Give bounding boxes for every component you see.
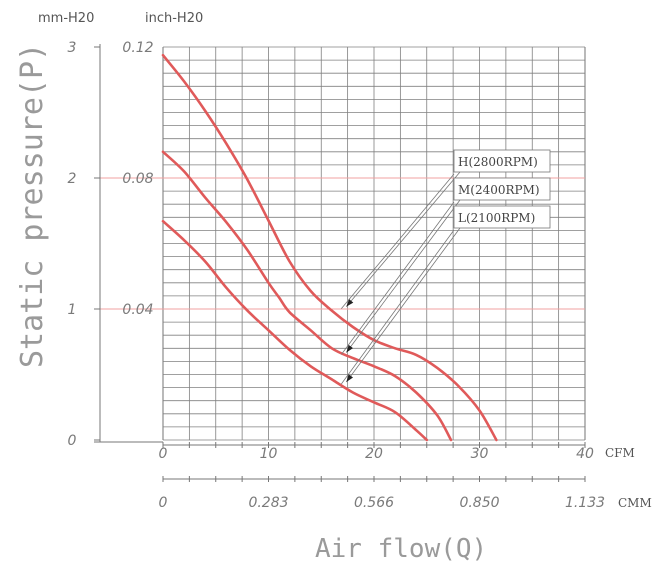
callout-leader-line [341,229,455,385]
y-tick-label-mm: 2 [68,171,77,187]
callout-arrowhead [346,299,354,307]
callout-box [453,149,551,173]
curve-callouts: H(2800RPM) M(2400RPM) L(2100RPM) [341,149,551,385]
callout-leader-line [341,201,455,355]
callout-leader-line [346,171,461,307]
x-tick-label-cmm: 0.850 [459,495,499,511]
y-tick-label-inch: 0.08 [122,171,153,187]
performance-curves [161,53,498,442]
y-unit-mm-label: mm-H20 [38,11,94,26]
x-tick-label-cfm: 20 [365,446,383,462]
callout-label-l: L(2100RPM) [458,211,535,225]
y-tick-label-mm: 1 [68,302,77,318]
x-tick-label-cmm: 0.566 [354,495,394,511]
y-tick-label-mm: 0 [68,433,77,449]
callout-arrowhead [346,344,354,353]
x-tick-label-cfm: 30 [471,446,489,462]
x-unit-cmm-label: CMM [618,496,652,510]
y-tick-label-inch: 0.12 [122,40,153,56]
callout-label-m: M(2400RPM) [458,183,540,197]
callout-leader-line [341,173,455,309]
callout-box [453,205,551,229]
x-tick-label-cfm: 10 [260,446,278,462]
y-tick-label-mm: 3 [68,40,77,56]
y-axis-title: Static pressure(P) [15,43,50,368]
x-tick-label-cmm: 1.133 [565,495,605,511]
curve-l-2100rpm [161,219,429,442]
x-tick-label-cmm: 0 [159,495,168,511]
curve-h-2800rpm [161,53,498,442]
x-tick-label-cfm: 0 [159,446,168,462]
chart-axes [94,44,586,482]
callout-label-h: H(2800RPM) [458,155,538,169]
chart-grid [100,46,586,441]
x-unit-cfm-label: CFM [605,446,635,460]
tick-labels: 0 1 2 3 0.04 0.08 0.12 0 10 20 30 40 0 0.283 0.566 0.85… [68,40,606,511]
callout-arrowhead [346,374,354,382]
curve-m-2400rpm [161,150,453,442]
x-tick-label-cmm: 0.283 [248,495,288,511]
x-axis-title: Air flow(Q) [315,534,487,564]
x-tick-label-cfm: 40 [576,446,594,462]
y-unit-inch-label: inch-H20 [145,11,203,26]
callout-leader-line [346,199,461,353]
y-tick-label-inch: 0.04 [122,302,153,318]
callout-leader-line [346,227,461,383]
callout-box [453,177,551,201]
